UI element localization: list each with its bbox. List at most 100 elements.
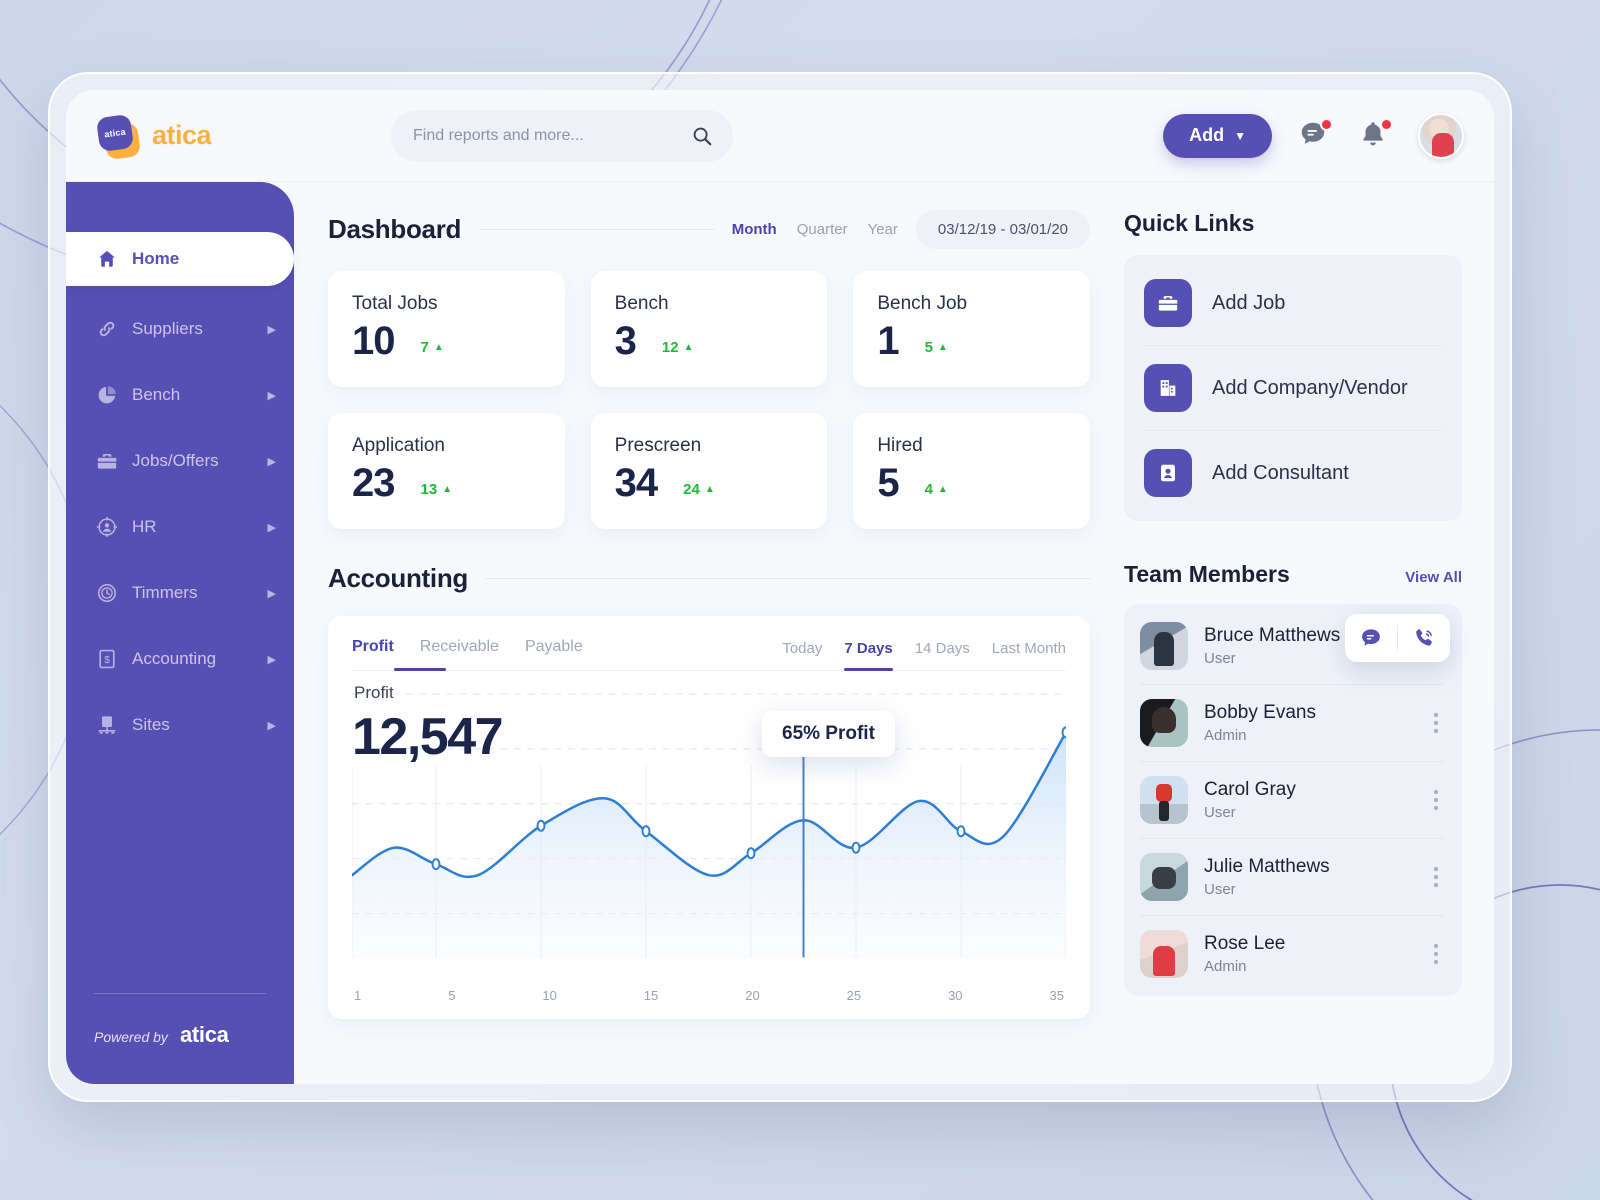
search-input[interactable] — [413, 126, 691, 145]
chart-svg[interactable] — [352, 683, 1066, 973]
team-members-title: Team Members — [1124, 561, 1290, 587]
stat-card-value: 10 — [352, 319, 395, 363]
sidebar-item-label: HR — [132, 517, 157, 536]
messages-badge — [1320, 117, 1333, 131]
notifications-button[interactable] — [1358, 117, 1393, 153]
stat-card-hired[interactable]: Hired 5 4 ▲ — [853, 413, 1090, 529]
call-button[interactable] — [1398, 626, 1450, 650]
divider — [94, 993, 266, 994]
quick-link-add-consultant[interactable]: Add Consultant — [1144, 431, 1442, 515]
search-bar[interactable] — [391, 109, 733, 162]
chart-point[interactable] — [956, 825, 966, 838]
member-name: Rose Lee — [1204, 933, 1286, 954]
message-button[interactable] — [1345, 626, 1397, 650]
more-options-icon[interactable] — [1428, 786, 1444, 814]
x-tick: 30 — [948, 988, 963, 1003]
member-role: User — [1204, 881, 1236, 898]
sidebar-item-timmers[interactable]: Timmers ▶ — [66, 570, 294, 616]
more-options-icon[interactable] — [1428, 940, 1444, 968]
quick-link-add-company-vendor[interactable]: Add Company/Vendor — [1144, 346, 1442, 431]
avatar[interactable] — [1418, 112, 1464, 159]
period-tab-month[interactable]: Month — [731, 221, 777, 238]
quick-link-label: Add Company/Vendor — [1212, 376, 1408, 399]
member-role: Admin — [1204, 958, 1247, 975]
more-options-icon[interactable] — [1428, 709, 1444, 737]
stat-card-total-jobs[interactable]: Total Jobs 10 7 ▲ — [328, 271, 565, 387]
clock-icon — [97, 583, 117, 603]
chart-point[interactable] — [851, 841, 861, 854]
chart-point[interactable] — [1061, 726, 1066, 739]
stat-card-bench-job[interactable]: Bench Job 1 5 ▲ — [853, 271, 1090, 387]
logo-mark-icon: atica — [95, 113, 142, 160]
stat-delta-value: 7 — [420, 339, 429, 356]
messages-button[interactable] — [1298, 117, 1333, 153]
sidebar-item-suppliers[interactable]: Suppliers ▶ — [66, 306, 294, 352]
add-button[interactable]: Add ▼ — [1163, 113, 1272, 158]
chevron-right-icon: ▶ — [267, 719, 276, 732]
list-item[interactable]: Julie Matthews User — [1140, 839, 1444, 916]
stat-card-delta: 13 ▲ — [421, 481, 453, 503]
range-tab-today[interactable]: Today — [782, 639, 823, 657]
list-item[interactable]: Carol Gray User — [1140, 762, 1444, 839]
chart-point[interactable] — [641, 825, 651, 838]
tab-payable[interactable]: Payable — [524, 638, 583, 655]
top-bar-actions: Add ▼ — [1163, 112, 1494, 159]
date-range-picker[interactable]: 03/12/19 - 03/01/20 — [915, 210, 1090, 249]
chart-point[interactable] — [536, 819, 546, 832]
list-item[interactable]: Rose Lee Admin — [1140, 916, 1444, 992]
stat-delta-value: 24 — [683, 481, 700, 498]
sidebar-item-accounting[interactable]: $ Accounting ▶ — [66, 636, 294, 682]
chart-range-tabs: Today 7 Days 14 Days Last Month — [782, 639, 1066, 671]
chevron-right-icon: ▶ — [267, 587, 276, 600]
stat-card-label: Prescreen — [614, 435, 702, 456]
sidebar-item-jobs-offers[interactable]: Jobs/Offers ▶ — [66, 438, 294, 484]
chevron-right-icon: ▶ — [267, 653, 276, 666]
stat-card-value: 1 — [877, 319, 899, 363]
period-tab-quarter[interactable]: Quarter — [796, 221, 848, 238]
chart-point[interactable] — [746, 847, 756, 860]
stat-card-bench[interactable]: Bench 3 12 ▲ — [590, 271, 828, 387]
sidebar-item-home[interactable]: Home — [66, 232, 294, 286]
quick-link-add-job[interactable]: Add Job — [1144, 261, 1442, 346]
stat-delta-value: 5 — [924, 339, 933, 356]
chevron-right-icon: ▶ — [267, 323, 276, 336]
tab-profit[interactable]: Profit — [352, 638, 394, 658]
stat-cards-grid: Total Jobs 10 7 ▲ Bench 3 12 — [328, 271, 1090, 529]
divider — [486, 578, 1090, 579]
period-tab-year[interactable]: Year — [867, 221, 898, 238]
user-target-icon — [96, 516, 118, 538]
sidebar-item-sites[interactable]: Sites ▶ — [66, 702, 294, 748]
search-icon[interactable] — [691, 125, 713, 147]
sidebar-item-hr[interactable]: HR ▶ — [66, 504, 294, 550]
dashboard-column: Dashboard Month Quarter Year 03/12/19 - … — [294, 210, 1124, 1084]
stat-card-prescreen[interactable]: Prescreen 34 24 ▲ — [590, 413, 828, 529]
more-options-icon[interactable] — [1428, 863, 1444, 891]
sidebar-item-label: Jobs/Offers — [132, 451, 219, 470]
range-tab-7-days[interactable]: 7 Days — [844, 639, 894, 671]
brand-name: atica — [152, 120, 212, 150]
notifications-badge — [1380, 117, 1393, 131]
sidebar-item-bench[interactable]: Bench ▶ — [66, 372, 294, 418]
range-tab-last-month[interactable]: Last Month — [991, 639, 1066, 657]
stat-card-application[interactable]: Application 23 13 ▲ — [328, 413, 565, 529]
brand-logo[interactable]: atica atica — [66, 113, 296, 160]
trend-up-icon: ▲ — [937, 342, 948, 353]
tab-receivable[interactable]: Receivable — [419, 638, 499, 655]
logo-mark-text: atica — [103, 126, 127, 139]
powered-by: Powered by atica — [94, 1022, 266, 1048]
accounting-header: Accounting — [328, 563, 1090, 594]
stat-card-label: Total Jobs — [352, 293, 438, 314]
app-window-frame: atica atica Add ▼ — [48, 72, 1512, 1102]
member-actions — [1345, 614, 1450, 662]
list-item[interactable]: Bruce Matthews User — [1140, 608, 1450, 685]
list-item[interactable]: Bobby Evans Admin — [1140, 685, 1444, 762]
view-all-link[interactable]: View All — [1405, 569, 1462, 586]
member-name: Julie Matthews — [1204, 856, 1330, 877]
avatar — [1140, 622, 1188, 670]
range-tab-14-days[interactable]: 14 Days — [914, 639, 970, 657]
sidebar-item-label: Suppliers — [132, 319, 203, 338]
chart-point[interactable] — [431, 858, 441, 871]
avatar — [1140, 930, 1188, 978]
trend-up-icon: ▲ — [442, 484, 453, 495]
chart-tooltip: 65% Profit — [762, 711, 895, 757]
